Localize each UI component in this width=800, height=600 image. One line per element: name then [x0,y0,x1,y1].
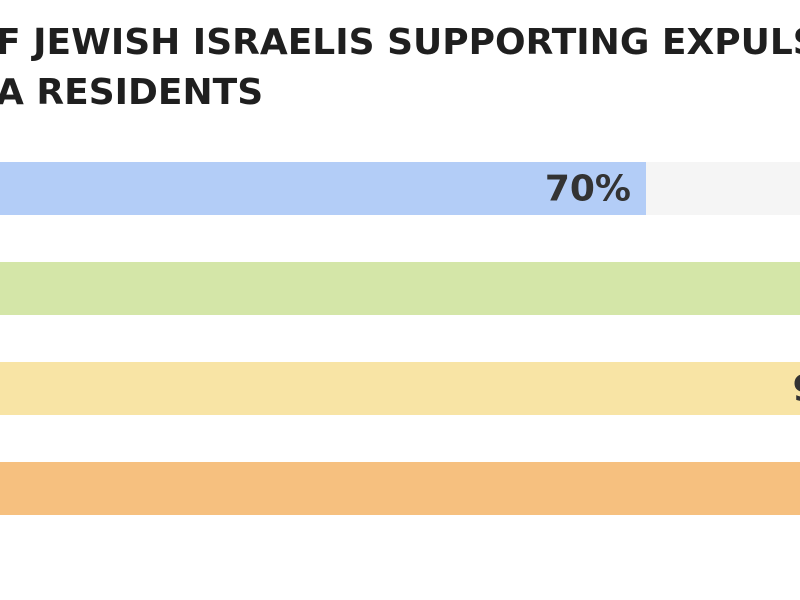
bar [0,162,646,215]
bar [0,362,800,415]
chart-title: A RESIDENTS [0,72,263,113]
bar [0,462,800,515]
value-label: 70% [545,169,631,210]
chart-title: F JEWISH ISRAELIS SUPPORTING EXPULS [0,22,800,63]
value-label: 91% [793,369,800,410]
bar [0,262,800,315]
